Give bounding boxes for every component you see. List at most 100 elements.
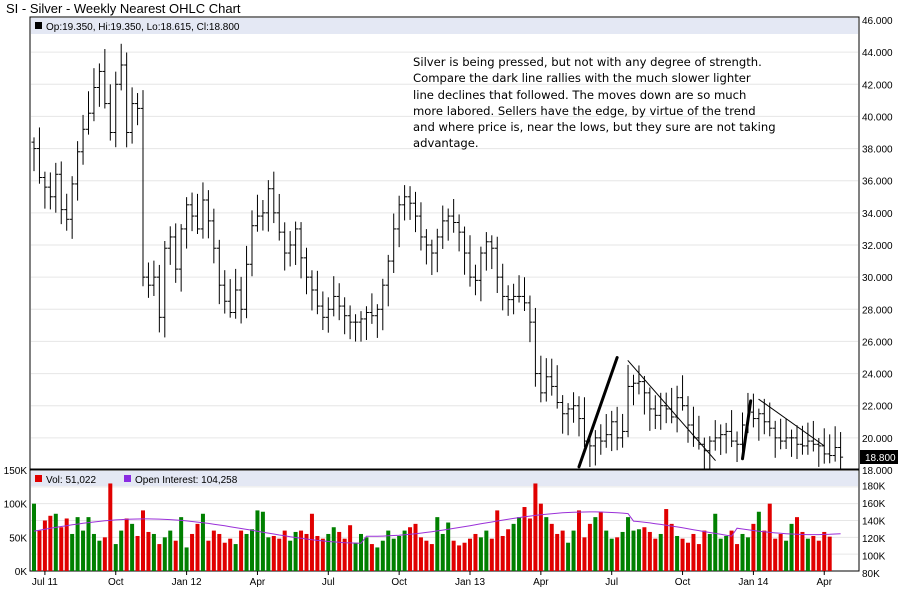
ohlc-bar (96, 63, 102, 107)
volume-bar (119, 530, 124, 571)
ohlc-bar (478, 246, 484, 302)
volume-bar (664, 509, 669, 571)
ohlc-bar (195, 193, 200, 235)
volume-tick-label: 100K (4, 500, 28, 511)
volume-bar (309, 513, 314, 571)
ohlc-bar (827, 434, 833, 464)
volume-bar (544, 517, 549, 571)
ohlc-bar (271, 171, 277, 224)
volume-bar (81, 530, 86, 571)
ohlc-bar (772, 420, 778, 458)
ohlc-bar (374, 304, 380, 338)
volume-bar (538, 503, 543, 571)
volume-bar (789, 523, 794, 571)
volume-bar (320, 538, 325, 571)
ohlc-bar (685, 396, 691, 443)
volume-tick-label: 50K (9, 533, 27, 544)
price-axis-ticks: 18.000 20.000 22.000 24.000 26.000 28.000 30.0… (862, 16, 893, 477)
ohlc-bar (91, 68, 97, 122)
ohlc-bar (173, 223, 179, 283)
volume-bar (560, 530, 565, 571)
ohlc-bar (565, 403, 571, 436)
annotation-line: Compare the dark line rallies with the m… (413, 71, 751, 86)
ohlc-bar (216, 239, 222, 305)
price-tick-label: 22.000 (862, 402, 893, 413)
ohlc-bar (124, 52, 130, 148)
ohlc-bar (86, 91, 91, 135)
ohlc-bar (129, 87, 135, 144)
volume-bar (260, 511, 265, 571)
volume-bar (91, 533, 96, 571)
volume-bar (522, 507, 527, 571)
ohlc-bar (369, 293, 375, 324)
oi-tick-label: 100K (862, 552, 886, 563)
ohlc-bar (423, 229, 429, 265)
volume-bar (527, 518, 532, 571)
ohlc-bar (418, 202, 424, 251)
volume-bar (233, 544, 238, 571)
ohlc-bar (658, 392, 664, 430)
volume-bar (511, 523, 516, 571)
volume-bar (293, 531, 298, 571)
ohlc-bar (320, 291, 326, 331)
ohlc-bar (145, 262, 151, 298)
volume-bar (506, 529, 511, 571)
ohlc-bar (598, 424, 604, 455)
volume-bar (244, 533, 249, 571)
volume-bar (113, 544, 118, 571)
ohlc-bar (53, 162, 59, 213)
volume-bar (702, 530, 707, 571)
ohlc-bar (778, 418, 784, 450)
ohlc-bar (135, 93, 141, 126)
price-pane (29, 16, 860, 470)
ohlc-bar (314, 270, 320, 315)
price-tick-label: 44.000 (862, 48, 893, 59)
ohlc-bar (571, 392, 577, 423)
volume-bar (97, 540, 102, 571)
ohlc-bar (336, 283, 342, 321)
ohlc-bar (402, 185, 408, 221)
volume-bar (75, 517, 80, 571)
price-gridlines (31, 51, 858, 439)
volume-bar (315, 535, 320, 571)
volume-legend-swatch (35, 475, 42, 482)
ohlc-bar (200, 182, 206, 239)
ohlc-bar (380, 278, 386, 331)
annotation-line: line declines that followed. The moves d… (413, 87, 747, 102)
last-price-label: 18.800 (865, 453, 896, 464)
volume-tick-label: 0K (15, 567, 28, 578)
volume-bar (598, 511, 603, 571)
volume-bar (631, 530, 636, 571)
decline-line (758, 398, 825, 447)
volume-bar (348, 525, 353, 571)
ohlc-bar (614, 406, 620, 451)
ohlc-bar (353, 314, 359, 342)
ohlc-bar (516, 275, 522, 303)
volume-bar (408, 527, 413, 571)
volume-bar (517, 517, 522, 571)
volume-bar (353, 542, 358, 571)
ohlc-bar (729, 410, 735, 448)
x-tick-label: Jul 11 (32, 577, 58, 588)
x-axis-ticks: Jul 11 Oct Jan 12 Apr Jul Oct Jan 13 Apr Jul Oct J… (32, 571, 833, 588)
volume-bar (745, 537, 750, 571)
volume-bar (680, 538, 685, 571)
ohlc-bar (358, 311, 364, 342)
volume-bar (130, 523, 135, 571)
volume-bar (64, 518, 69, 571)
ohlc-bar (118, 43, 124, 91)
trend-lines (577, 356, 825, 469)
ohlc-bar (789, 429, 795, 457)
volume-bar (271, 535, 276, 571)
volume-bar (593, 517, 598, 571)
ohlc-bar (363, 306, 369, 340)
volume-bar (342, 538, 347, 571)
volume-bar (380, 540, 385, 571)
ohlc-bar (652, 395, 658, 430)
volume-bar (827, 536, 832, 571)
last-price-marker: 18.800 (860, 450, 898, 464)
volume-bar (604, 530, 609, 571)
rally-line (741, 399, 753, 461)
oi-tick-label: 140K (862, 517, 886, 528)
x-tick-label: Jan 13 (455, 577, 485, 588)
